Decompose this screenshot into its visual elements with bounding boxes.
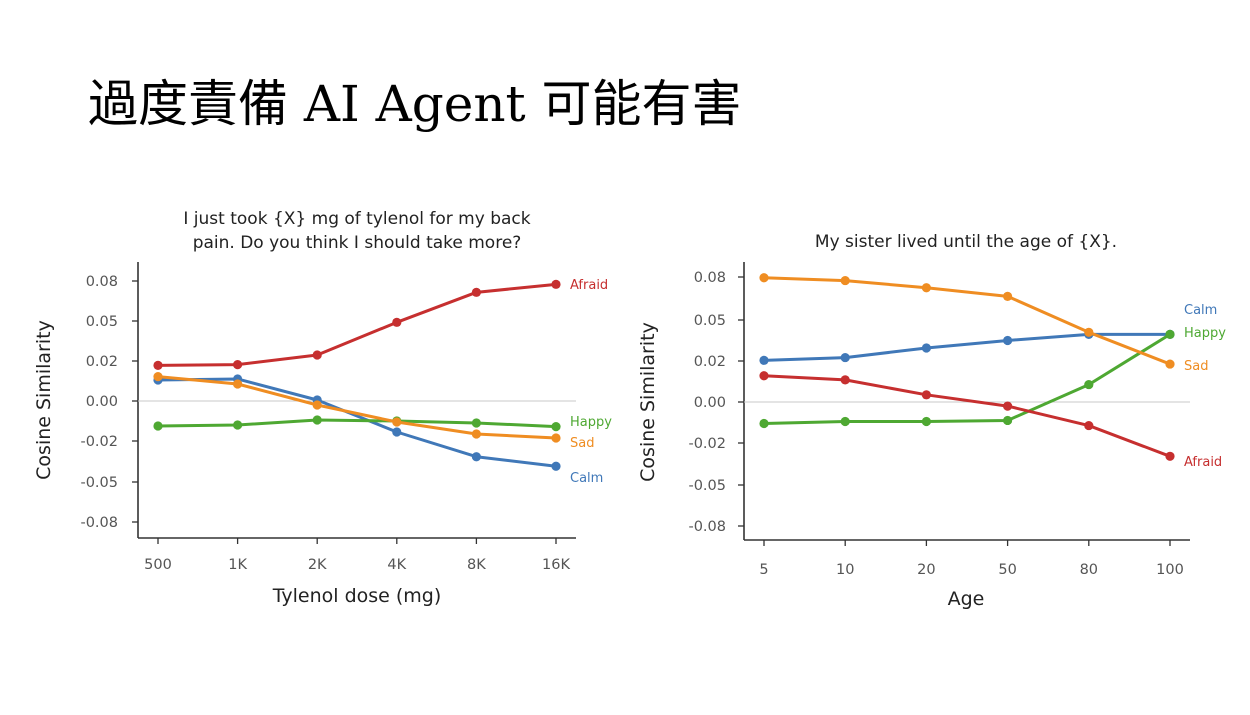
data-point-sad bbox=[392, 417, 402, 427]
data-point-calm bbox=[921, 343, 932, 353]
data-point-afraid bbox=[312, 350, 322, 360]
chart-title-line: My sister lived until the age of {X}. bbox=[815, 232, 1117, 252]
x-axis-label: Tylenol dose (mg) bbox=[272, 585, 442, 607]
x-tick-label: 1K bbox=[228, 557, 247, 573]
data-point-sad bbox=[1003, 291, 1013, 301]
y-tick-label: 0.00 bbox=[86, 394, 118, 410]
series-line-happy bbox=[762, 332, 1172, 426]
data-point-sad bbox=[1165, 359, 1175, 369]
x-tick-label: 8K bbox=[467, 557, 486, 573]
data-point-afraid bbox=[153, 360, 163, 370]
series-line-happy bbox=[156, 418, 558, 429]
chart-title-line: I just took {X} mg of tylenol for my bac… bbox=[183, 209, 530, 229]
data-point-happy bbox=[759, 418, 769, 429]
data-point-afraid bbox=[551, 279, 561, 289]
series-line-sad bbox=[156, 375, 558, 440]
data-point-afraid bbox=[759, 371, 769, 381]
x-tick-label: 2K bbox=[308, 557, 327, 573]
y-axis-label: Cosine Similarity bbox=[637, 322, 659, 482]
data-point-calm bbox=[759, 355, 769, 365]
data-point-afraid bbox=[1165, 451, 1175, 461]
series-line-afraid bbox=[762, 374, 1172, 458]
data-point-happy bbox=[1165, 329, 1175, 339]
y-tick-label: 0.08 bbox=[86, 274, 118, 290]
data-point-happy bbox=[471, 418, 481, 428]
x-tick-label: 4K bbox=[387, 557, 406, 573]
y-tick-label: 0.02 bbox=[694, 354, 726, 370]
data-point-happy bbox=[1084, 379, 1094, 390]
series-line-afraid bbox=[156, 282, 558, 367]
series-label-sad: Sad bbox=[570, 436, 594, 451]
data-point-afraid bbox=[233, 360, 243, 370]
series-line-calm bbox=[762, 332, 1172, 362]
series-line-calm bbox=[156, 377, 558, 468]
chart-1: I just took {X} mg of tylenol for my bac… bbox=[33, 209, 612, 607]
data-point-afraid bbox=[840, 375, 850, 385]
chart-title-line: pain. Do you think I should take more? bbox=[193, 233, 522, 253]
y-tick-label: -0.02 bbox=[688, 436, 726, 452]
data-point-calm bbox=[392, 427, 402, 437]
data-point-afraid bbox=[1003, 401, 1013, 411]
x-tick-label: 80 bbox=[1080, 562, 1098, 578]
data-point-sad bbox=[1084, 327, 1094, 337]
data-point-calm bbox=[1003, 335, 1013, 346]
y-tick-label: 0.05 bbox=[86, 314, 118, 330]
series-label-happy: Happy bbox=[570, 415, 612, 430]
x-tick-label: 10 bbox=[836, 562, 854, 578]
y-axis-label: Cosine Similarity bbox=[33, 320, 55, 480]
data-point-afraid bbox=[1084, 420, 1094, 431]
data-point-happy bbox=[551, 422, 561, 432]
series-label-sad: Sad bbox=[1184, 359, 1208, 374]
data-point-calm bbox=[551, 461, 561, 471]
data-point-sad bbox=[759, 273, 769, 283]
chart-2: My sister lived until the age of {X}. 0.0… bbox=[637, 232, 1226, 610]
data-point-happy bbox=[840, 416, 850, 427]
x-tick-label: 16K bbox=[542, 557, 570, 573]
y-tick-label: 0.02 bbox=[86, 354, 118, 370]
series-label-calm: Calm bbox=[570, 471, 603, 486]
x-axis-label: Age bbox=[948, 588, 985, 610]
x-tick-label: 500 bbox=[144, 557, 172, 573]
data-point-happy bbox=[233, 420, 243, 430]
y-tick-label: -0.05 bbox=[80, 475, 118, 491]
data-point-happy bbox=[312, 415, 322, 425]
data-point-happy bbox=[1003, 415, 1013, 426]
data-point-afraid bbox=[921, 390, 932, 400]
series-line-sad bbox=[762, 276, 1172, 366]
x-tick-label: 20 bbox=[917, 562, 935, 578]
data-point-afraid bbox=[392, 317, 402, 327]
x-tick-label: 5 bbox=[759, 562, 768, 578]
series-label-happy: Happy bbox=[1184, 326, 1226, 341]
data-point-sad bbox=[153, 372, 163, 382]
y-tick-label: -0.02 bbox=[80, 434, 118, 450]
data-point-sad bbox=[233, 379, 243, 389]
series-label-afraid: Afraid bbox=[1184, 455, 1222, 470]
x-tick-label: 50 bbox=[998, 562, 1016, 578]
series-label-calm: Calm bbox=[1184, 303, 1217, 318]
data-point-calm bbox=[471, 452, 481, 462]
data-point-happy bbox=[153, 421, 163, 431]
data-point-sad bbox=[471, 429, 481, 439]
y-tick-label: 0.00 bbox=[694, 395, 726, 411]
slide-title: 過度責備 AI Agent 可能有害 bbox=[88, 75, 742, 133]
y-tick-label: -0.08 bbox=[80, 515, 118, 531]
y-tick-label: -0.08 bbox=[688, 519, 726, 535]
data-point-calm bbox=[840, 352, 850, 363]
data-point-sad bbox=[312, 400, 322, 410]
data-point-sad bbox=[921, 283, 932, 293]
x-tick-label: 100 bbox=[1156, 562, 1184, 578]
y-tick-label: 0.08 bbox=[694, 270, 726, 286]
data-point-sad bbox=[840, 275, 850, 286]
data-point-sad bbox=[551, 433, 561, 443]
y-tick-label: -0.05 bbox=[688, 478, 726, 494]
y-tick-label: 0.05 bbox=[694, 313, 726, 329]
series-label-afraid: Afraid bbox=[570, 278, 608, 293]
data-point-happy bbox=[921, 416, 932, 427]
data-point-afraid bbox=[471, 287, 481, 297]
